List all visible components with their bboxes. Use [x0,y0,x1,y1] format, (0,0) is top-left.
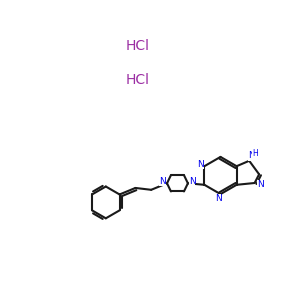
Text: N: N [189,177,196,186]
Text: HCl: HCl [126,40,150,53]
Text: H: H [252,149,258,158]
Text: N: N [197,160,204,169]
Text: N: N [256,180,263,189]
Text: N: N [248,152,254,160]
Text: N: N [159,177,166,186]
Text: HCl: HCl [126,73,150,86]
Text: N: N [215,194,221,203]
